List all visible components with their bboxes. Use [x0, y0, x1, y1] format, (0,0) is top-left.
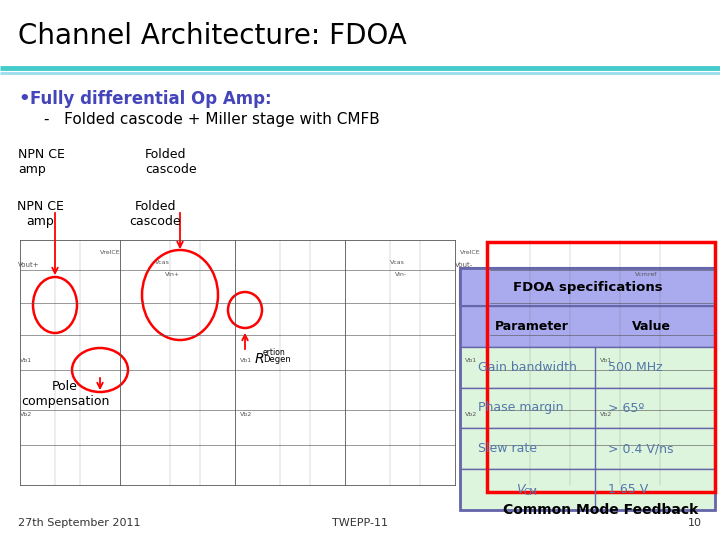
Text: Degen: Degen — [263, 355, 291, 364]
Text: Phase margin: Phase margin — [478, 402, 563, 415]
Text: 1.65 V: 1.65 V — [608, 483, 648, 496]
Text: VrelCE: VrelCE — [100, 251, 121, 255]
Text: Slew rate: Slew rate — [478, 442, 537, 455]
Text: Vin-: Vin- — [395, 273, 407, 278]
Bar — [460, 347, 715, 388]
Bar — [460, 268, 715, 306]
Text: VrelCE: VrelCE — [460, 251, 481, 255]
Text: Channel Architecture: FDOA: Channel Architecture: FDOA — [18, 22, 407, 50]
Text: Folded
cascode: Folded cascode — [129, 200, 181, 228]
Text: Vout-: Vout- — [455, 262, 473, 268]
Text: FDOA specifications: FDOA specifications — [513, 280, 662, 294]
Bar — [460, 469, 715, 510]
Text: 27th September 2011: 27th September 2011 — [18, 518, 140, 528]
Text: Vcmref: Vcmref — [635, 273, 657, 278]
Text: > 65º: > 65º — [608, 402, 644, 415]
Bar — [460, 268, 715, 510]
Text: Fully differential Op Amp:: Fully differential Op Amp: — [30, 90, 271, 108]
Text: Vb2: Vb2 — [465, 413, 477, 417]
Text: ertion: ertion — [263, 348, 286, 357]
Text: 500 MHz: 500 MHz — [608, 361, 662, 374]
Text: Vb1: Vb1 — [240, 357, 252, 362]
Text: Vb1: Vb1 — [600, 357, 612, 362]
Text: V: V — [516, 483, 525, 496]
Text: TWEPP-11: TWEPP-11 — [332, 518, 388, 528]
Text: -   Folded cascode + Miller stage with CMFB: - Folded cascode + Miller stage with CMF… — [44, 112, 379, 127]
Text: Value: Value — [631, 320, 671, 333]
Text: > 0.4 V/ns: > 0.4 V/ns — [608, 442, 673, 455]
Text: 10: 10 — [688, 518, 702, 528]
Text: Vcas: Vcas — [155, 260, 170, 265]
Text: NPN CE
amp: NPN CE amp — [17, 200, 63, 228]
Bar — [460, 306, 715, 347]
Text: Folded
cascode: Folded cascode — [145, 148, 197, 176]
Text: CM: CM — [523, 488, 537, 497]
Text: •: • — [18, 90, 30, 108]
Text: Vin+: Vin+ — [165, 273, 180, 278]
Text: Gain bandwidth: Gain bandwidth — [478, 361, 577, 374]
Text: NPN CE
amp: NPN CE amp — [18, 148, 65, 176]
Text: Common Mode Feedback: Common Mode Feedback — [503, 503, 698, 517]
Text: Vb2: Vb2 — [20, 413, 32, 417]
Bar — [487, 242, 715, 492]
Bar — [460, 388, 715, 428]
Bar — [460, 428, 715, 469]
Text: Vb1: Vb1 — [465, 357, 477, 362]
Text: Parameter: Parameter — [495, 320, 568, 333]
Text: Vb2: Vb2 — [240, 413, 252, 417]
Text: Pole
compensation: Pole compensation — [21, 380, 109, 408]
Text: R: R — [255, 352, 265, 366]
Text: Vout+: Vout+ — [18, 262, 40, 268]
Text: Vb1: Vb1 — [20, 357, 32, 362]
Text: Vb2: Vb2 — [600, 413, 612, 417]
Text: Vcas: Vcas — [390, 260, 405, 265]
